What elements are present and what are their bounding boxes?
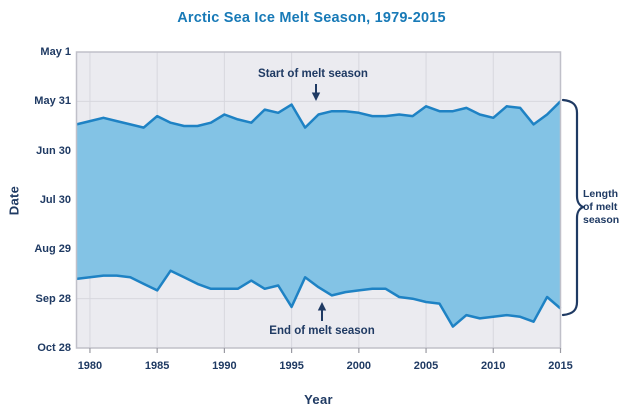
y-tick-label: Jul 30 <box>39 194 71 206</box>
x-tick-label: 1985 <box>144 360 170 372</box>
brace-label-line2: of melt <box>583 201 618 213</box>
x-tick-label: 2010 <box>481 360 506 372</box>
chart-title: Arctic Sea Ice Melt Season, 1979-2015 <box>177 10 446 26</box>
x-tick-label: 1995 <box>279 360 304 372</box>
start-of-melt-line <box>76 100 562 129</box>
length-brace <box>561 98 586 317</box>
x-tick-label: 2005 <box>413 360 439 372</box>
brace-label: Length of melt season <box>583 188 623 227</box>
y-tick-label: Sep 28 <box>35 292 71 305</box>
brace-label-line3: season <box>583 214 620 226</box>
y-tick-label: Aug 29 <box>34 243 71 256</box>
x-tick-label: 2015 <box>548 360 573 372</box>
melt-season-band <box>76 101 561 327</box>
y-tick-label: Jun 30 <box>36 144 71 157</box>
start-arrow-head <box>311 92 321 101</box>
brace-label-line1: Length <box>583 188 618 200</box>
x-tick-label: 1980 <box>77 360 103 372</box>
y-tick-label: May 1 <box>40 46 71 58</box>
start-annotation-label: Start of melt season <box>258 68 368 80</box>
end-annotation-label: End of melt season <box>269 325 375 337</box>
x-axis-title: Year <box>304 392 333 407</box>
y-tick-label: May 31 <box>34 95 71 108</box>
plot-border <box>75 51 562 349</box>
end-arrow-head <box>317 302 327 311</box>
x-tick-label: 1990 <box>212 360 237 372</box>
x-tick-label: 2000 <box>346 360 372 372</box>
end-of-melt-line <box>76 269 562 328</box>
y-tick-label: Oct 28 <box>37 342 71 354</box>
